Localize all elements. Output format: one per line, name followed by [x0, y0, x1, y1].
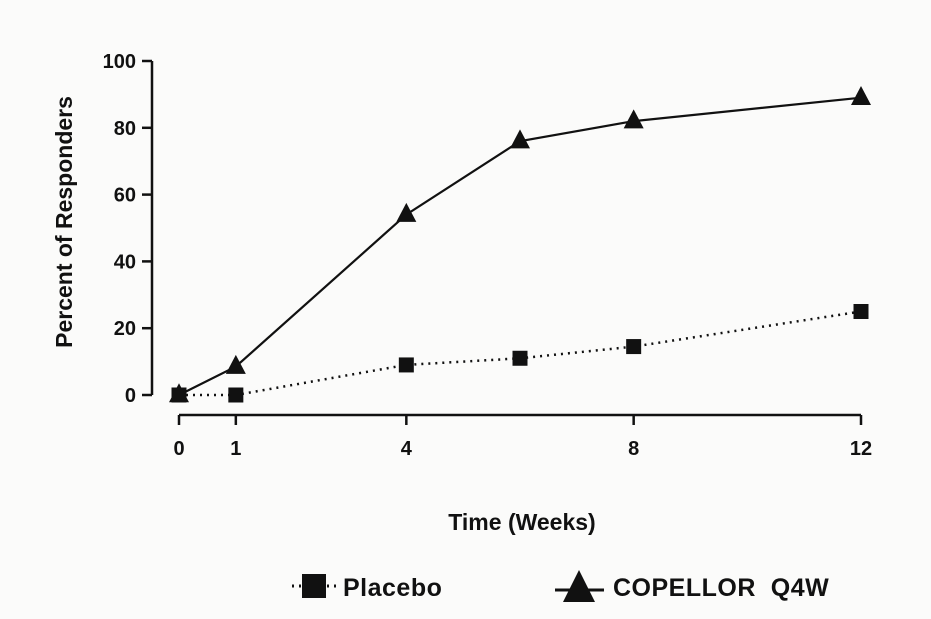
point-copellor-0 — [169, 383, 189, 403]
y-tick-label-60: 60 — [114, 185, 136, 207]
point-copellor-3 — [510, 129, 530, 149]
point-placebo-5 — [853, 304, 869, 319]
legend-copellor-label: COPELLOR Q4W — [613, 574, 829, 602]
legend-placebo-label: Placebo — [343, 574, 442, 602]
legend-item-placebo: Placebo — [292, 574, 442, 602]
x-axis: 0 1 4 8 12 — [173, 413, 872, 460]
legend: Placebo COPELLOR Q4W — [292, 570, 829, 602]
y-tick-label-80: 80 — [114, 118, 136, 140]
legend-copellor-marker — [563, 570, 595, 602]
point-placebo-2 — [398, 357, 414, 373]
point-copellor-2 — [396, 202, 417, 222]
y-axis: 0 20 40 60 80 100 — [103, 51, 154, 407]
point-copellor-1 — [225, 354, 246, 374]
point-copellor-4 — [623, 109, 644, 129]
legend-placebo-marker — [302, 574, 326, 598]
x-tick-label-0: 0 — [173, 438, 184, 460]
point-placebo-4 — [626, 339, 642, 355]
y-tick-label-20: 20 — [114, 318, 136, 340]
y-tick-label-100: 100 — [103, 51, 136, 73]
x-tick-label-8: 8 — [628, 438, 639, 460]
y-axis-title: Percent of Responders — [51, 96, 77, 348]
point-placebo-1 — [228, 387, 244, 403]
x-tick-label-4: 4 — [401, 438, 413, 460]
point-placebo-3 — [512, 350, 528, 366]
legend-item-copellor: COPELLOR Q4W — [555, 570, 829, 602]
y-tick-label-0: 0 — [125, 385, 136, 407]
y-tick-label-40: 40 — [114, 251, 136, 273]
series-layer — [169, 85, 871, 403]
series-line-copellor — [178, 96, 862, 396]
point-copellor-5 — [851, 85, 871, 105]
x-axis-title: Time (Weeks) — [448, 509, 595, 535]
x-tick-label-1: 1 — [230, 438, 241, 460]
x-tick-label-12: 12 — [850, 438, 872, 460]
